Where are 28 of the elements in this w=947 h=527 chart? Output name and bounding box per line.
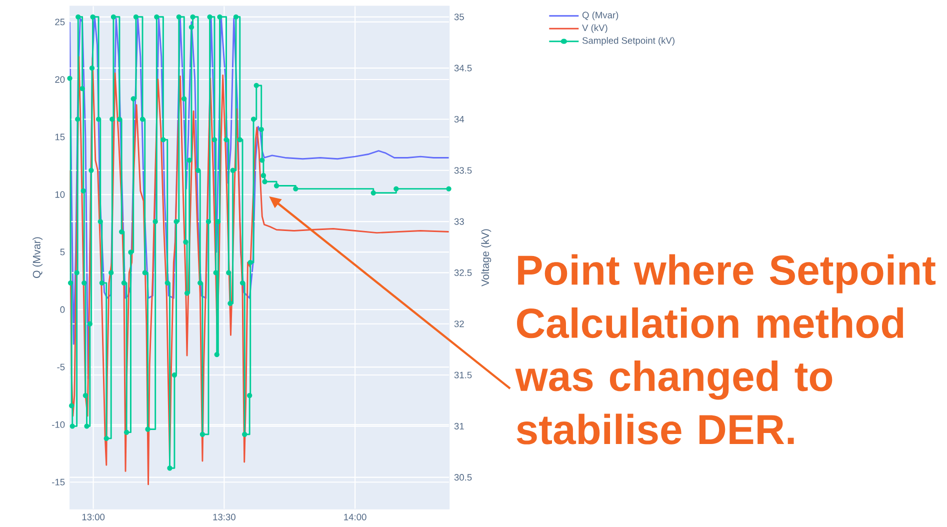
y2-tick-label: 30.5: [454, 474, 472, 481]
y-tick-label: 25: [55, 18, 65, 26]
y-tick-label: -10: [52, 421, 65, 428]
legend-label: Sampled Setpoint (kV): [582, 36, 674, 46]
x-tick-label: 14:00: [344, 514, 366, 520]
y-axis-title: Q (Mvar): [32, 237, 43, 278]
legend-label: V (kV): [582, 24, 608, 33]
y-tick-label: 15: [55, 134, 65, 140]
y2-tick-label: 32: [454, 320, 464, 328]
y2-tick-label: 31.5: [454, 372, 472, 378]
x-tick-label: 13:30: [213, 514, 236, 520]
y-tick-label: -5: [57, 364, 65, 370]
legend-label: Q (Mvar): [582, 12, 618, 20]
y2-axis-title: Voltage (kV): [481, 229, 492, 286]
y2-tick-label: 35: [454, 14, 464, 20]
y2-tick-label: 32.5: [454, 269, 472, 276]
y-tick-label: 10: [55, 191, 65, 198]
y2-tick-label: 34.5: [454, 64, 472, 72]
x-tick-label: 13:00: [82, 514, 105, 520]
y-tick-label: 5: [60, 248, 65, 256]
y2-tick-label: 31: [454, 422, 464, 430]
text: Point where Setpoint Calculation method was changed to stabilise DER.: [515, 254, 936, 444]
y-tick-label: 20: [55, 76, 65, 83]
y2-tick-label: 33.5: [454, 167, 472, 174]
y2-tick-label: 33: [454, 218, 464, 225]
y2-tick-label: 34: [454, 116, 464, 123]
y-tick-label: 0: [60, 306, 65, 313]
y-tick-label: -15: [52, 478, 65, 486]
